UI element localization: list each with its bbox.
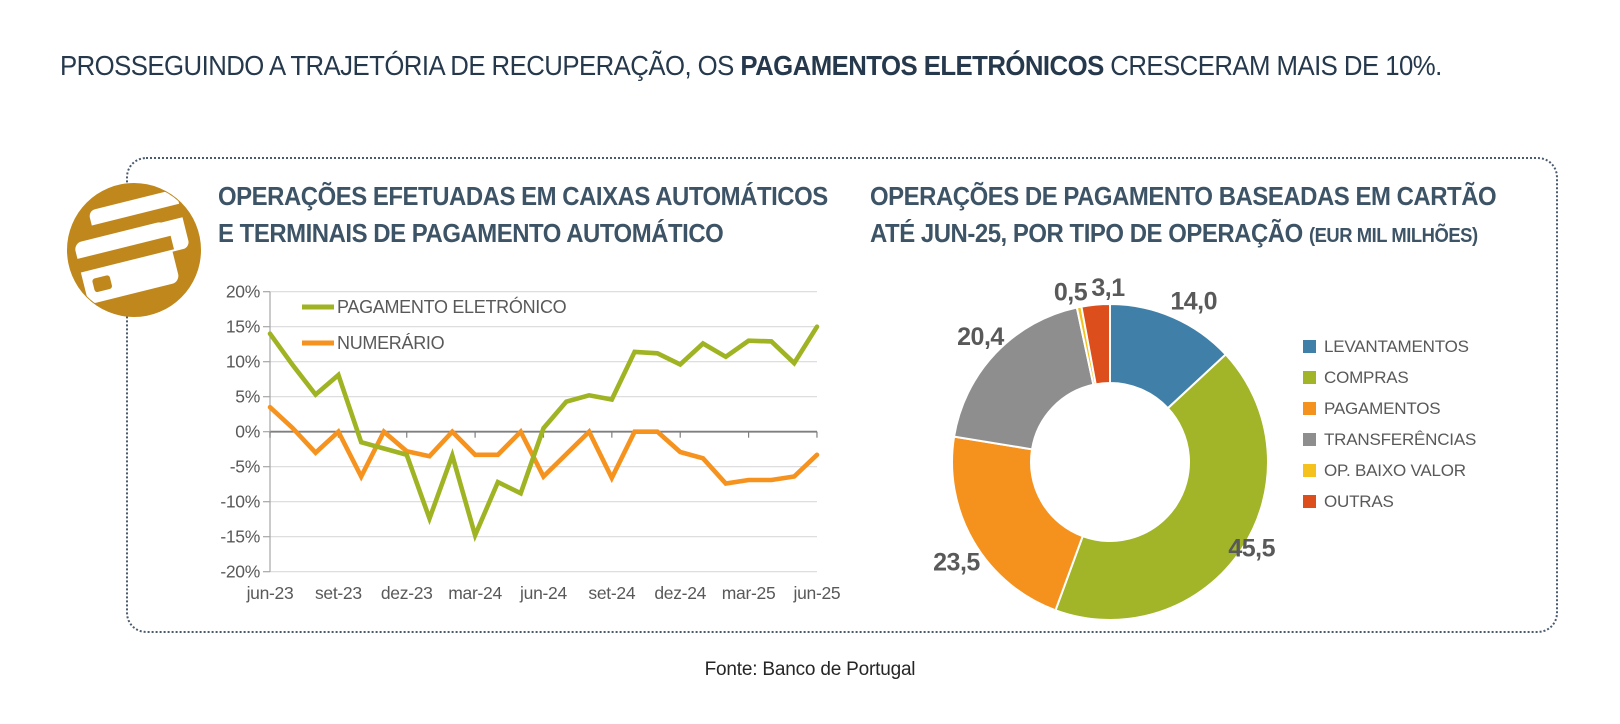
donut-slice-compras — [1054, 353, 1269, 621]
back-card-stripe — [89, 203, 185, 240]
y-axis-label: -15% — [220, 527, 260, 547]
legend-label-compras: COMPRAS — [1324, 367, 1409, 387]
legend-swatch-pagamentos — [1303, 402, 1316, 415]
donut-chart-svg: 14,0 45,5 23,5 20,4 0,5 3,1 — [933, 274, 1276, 621]
donut-slice-outras — [1080, 302, 1111, 386]
legend-swatch-compras — [1303, 371, 1316, 384]
headline-prefix: PROSSEGUINDO A TRAJETÓRIA DE RECUPERAÇÃO… — [60, 50, 741, 81]
donut-chart: 14,0 45,5 23,5 20,4 0,5 3,1 — [880, 274, 1320, 655]
line-chart: 20% 15% 10% 5% 0% -5% -10% -15% -20% jun-23 set-23… — [208, 280, 848, 610]
legend-swatch-transferencias — [1303, 433, 1316, 446]
y-axis-label: -10% — [220, 492, 260, 512]
x-axis-label: jun-25 — [793, 583, 841, 603]
legend-label-pagamentos: PAGAMENTOS — [1324, 398, 1441, 418]
legend-label-op-baixo-valor: OP. BAIXO VALOR — [1324, 460, 1466, 480]
legend-item-transferencias: TRANSFERÊNCIAS — [1303, 424, 1476, 455]
donut-value-op-baixo-valor: 0,5 — [1054, 279, 1088, 307]
donut-legend: LEVANTAMENTOS COMPRAS PAGAMENTOS TRANSFERÊN… — [1303, 331, 1476, 517]
headline-suffix: CRESCERAM MAIS DE 10%. — [1103, 50, 1442, 81]
legend-label-transferencias: TRANSFERÊNCIAS — [1324, 429, 1477, 449]
donut-chart-title-line2-main: ATÉ JUN-25, POR TIPO DE OPERAÇÃO — [870, 218, 1303, 248]
donut-value-levantamentos: 14,0 — [1170, 288, 1217, 316]
legend-label-outras: OUTRAS — [1324, 491, 1394, 511]
line-chart-svg: 20% 15% 10% 5% 0% -5% -10% -15% -20%jun-23 set-23… — [220, 282, 841, 603]
legend-swatch-op-baixo-valor — [1303, 464, 1316, 477]
donut-value-transferencias: 20,4 — [957, 323, 1004, 351]
source-note: Fonte: Banco de Portugal — [704, 659, 916, 680]
card-chip — [92, 275, 112, 293]
line-chart-title: OPERAÇÕES EFETUADAS EM CAIXAS AUTOMÁTICO… — [218, 178, 828, 252]
donut-chart-title: OPERAÇÕES DE PAGAMENTO BASEADAS EM CARTÃ… — [870, 178, 1497, 255]
y-axis-label: -5% — [230, 457, 260, 477]
donut-chart-title-unit: (EUR MIL MILHÕES) — [1308, 225, 1478, 247]
x-axis-label: mar-25 — [722, 583, 776, 603]
y-axis-label: 5% — [235, 387, 260, 407]
y-axis-label: 15% — [226, 317, 260, 337]
line-chart-title-line1: OPERAÇÕES EFETUADAS EM CAIXAS AUTOMÁTICO… — [218, 181, 828, 211]
legend-item-compras: COMPRAS — [1303, 362, 1476, 393]
donut-slice-transferencias — [952, 306, 1095, 451]
donut-value-compras: 45,5 — [1228, 535, 1275, 563]
y-axis-label: 0% — [235, 422, 260, 442]
headline-bold: PAGAMENTOS ELETRÓNICOS — [740, 50, 1104, 81]
x-axis-label: set-23 — [315, 583, 362, 603]
cards-group — [75, 190, 189, 303]
credit-cards-icon — [63, 179, 205, 321]
donut-chart-title-line1: OPERAÇÕES DE PAGAMENTO BASEADAS EM CARTÃ… — [870, 181, 1497, 211]
legend-item-op-baixo-valor: OP. BAIXO VALOR — [1303, 455, 1476, 486]
donut-value-outras: 3,1 — [1091, 275, 1125, 302]
x-axis-label: jun-24 — [519, 583, 567, 603]
legend-item-outras: OUTRAS — [1303, 486, 1476, 517]
y-axis-label: -20% — [220, 562, 260, 582]
x-axis-label: jun-23 — [246, 583, 294, 603]
legend-label-levantamentos: LEVANTAMENTOS — [1324, 336, 1469, 356]
x-axis-label: mar-24 — [448, 583, 502, 603]
legend-swatch-levantamentos — [1303, 340, 1316, 353]
legend-label-pagamento-eletronico: PAGAMENTO ELETRÓNICO — [337, 296, 567, 317]
donut-value-pagamentos: 23,5 — [933, 548, 980, 576]
y-axis-label: 20% — [226, 282, 260, 302]
x-axis-label: dez-24 — [654, 583, 706, 603]
legend-item-levantamentos: LEVANTAMENTOS — [1303, 331, 1476, 362]
legend-swatch-outras — [1303, 495, 1316, 508]
line-chart-title-line2: E TERMINAIS DE PAGAMENTO AUTOMÁTICO — [218, 218, 724, 248]
x-axis-label: set-24 — [588, 583, 635, 603]
legend-item-pagamentos: PAGAMENTOS — [1303, 393, 1476, 424]
x-axis-label: dez-23 — [381, 583, 433, 603]
line-pagamento-eletronico — [267, 324, 820, 543]
credit-cards-icon-svg — [67, 183, 201, 317]
donut-slice-pagamentos — [951, 435, 1085, 612]
legend-label-numerario: NUMERÁRIO — [337, 333, 445, 353]
y-axis-label: 10% — [226, 352, 260, 372]
donut-chart-title-line2: ATÉ JUN-25, POR TIPO DE OPERAÇÃO (EUR MI… — [870, 215, 1496, 255]
headline: PROSSEGUINDO A TRAJETÓRIA DE RECUPERAÇÃO… — [60, 50, 1442, 82]
charts-panel — [126, 157, 1558, 633]
front-card-stripe — [75, 235, 175, 274]
line-numerario — [267, 404, 820, 486]
